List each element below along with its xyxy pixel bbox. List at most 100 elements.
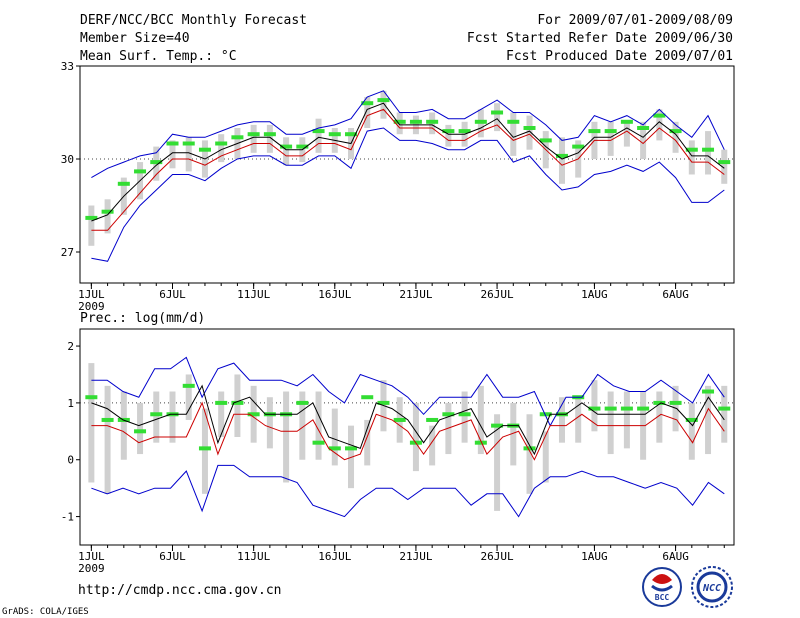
- temperature-member-marker: [604, 129, 617, 134]
- temperature-x-tick-label: 1AUG: [581, 288, 608, 301]
- temperature-member-marker: [150, 160, 163, 165]
- precipitation-member-marker: [312, 440, 325, 445]
- temperature-spread-bar: [558, 137, 565, 184]
- temperature-spread-bar: [88, 205, 95, 246]
- precipitation-member-marker: [328, 446, 341, 451]
- precipitation-spread-bar: [120, 391, 127, 460]
- temperature-spread-bar: [169, 140, 176, 169]
- temperature-member-marker: [442, 129, 455, 134]
- temperature-member-marker: [669, 129, 682, 134]
- temperature-member-marker: [572, 144, 585, 149]
- precipitation-spread-bar: [607, 391, 614, 455]
- precipitation-spread-bar: [331, 408, 338, 466]
- temperature-member-marker: [231, 135, 244, 140]
- precipitation-spread-bar: [218, 391, 225, 437]
- precipitation-frame: [79, 328, 735, 546]
- forecast-period: For 2009/07/01-2009/08/09: [537, 13, 733, 28]
- temperature-member-marker: [653, 113, 666, 118]
- precipitation-member-marker: [215, 400, 228, 405]
- precipitation-member-marker: [588, 406, 601, 411]
- temperature-x-tick-label: 11JUL: [237, 288, 270, 301]
- temperature-ensemble-max-line: [91, 90, 725, 179]
- precipitation-x-tick-label: 1JUL: [78, 550, 105, 563]
- ncc-logo-text: NCC: [702, 583, 721, 594]
- temperature-member-marker: [377, 98, 390, 103]
- temperature-x-tick-label: 1JUL: [78, 288, 105, 301]
- precipitation-member-marker: [182, 383, 195, 388]
- temperature-member-marker: [539, 138, 552, 143]
- temperature-member-marker: [117, 181, 130, 186]
- precipitation-member-marker: [702, 389, 715, 394]
- precipitation-spread-bar: [461, 391, 468, 443]
- member-size: Member Size=40: [80, 31, 190, 46]
- precipitation-member-marker: [85, 395, 98, 400]
- precipitation-spread-bar: [266, 397, 273, 449]
- temperature-spread-bar: [607, 121, 614, 156]
- precipitation-spread-bar: [169, 391, 176, 443]
- precipitation-member-marker: [718, 406, 731, 411]
- temperature-ensemble-min-line: [91, 127, 725, 262]
- temperature-ensemble-mean-line: [91, 102, 725, 222]
- precipitation-member-marker: [377, 400, 390, 405]
- precipitation-ensemble-mean-line: [91, 384, 725, 456]
- precipitation-spread-bar: [185, 374, 192, 420]
- precipitation-member-marker: [523, 446, 536, 451]
- precipitation-spread-bar: [137, 402, 144, 455]
- temperature-x-year-label: 2009: [78, 300, 105, 313]
- precipitation-member-marker: [296, 400, 309, 405]
- precipitation-spread-bar: [283, 391, 290, 483]
- temperature-member-marker: [555, 153, 568, 158]
- temperature-member-marker: [588, 129, 601, 134]
- temperature-member-marker: [393, 119, 406, 124]
- temperature-spread-bar: [104, 199, 111, 234]
- temperature-member-marker: [85, 215, 98, 220]
- website-url[interactable]: http://cmdp.ncc.cma.gov.cn: [78, 583, 282, 598]
- temperature-member-marker: [166, 141, 179, 146]
- temperature-member-marker: [247, 132, 260, 137]
- temperature-member-marker: [134, 169, 147, 174]
- precipitation-spread-bar: [494, 414, 501, 511]
- temperature-spread-bar: [526, 115, 533, 150]
- temperature-spread-bar: [266, 124, 273, 153]
- precipitation-member-marker: [361, 395, 374, 400]
- temperature-member-marker: [718, 160, 731, 165]
- precipitation-x-tick-label: 16JUL: [318, 550, 351, 563]
- precipitation-member-marker: [669, 400, 682, 405]
- precipitation-member-marker: [247, 412, 260, 417]
- precipitation-member-marker: [442, 412, 455, 417]
- precipitation-member-marker: [637, 406, 650, 411]
- precipitation-member-marker: [539, 412, 552, 417]
- precipitation-ensemble-median-line: [91, 401, 725, 461]
- temperature-member-marker: [620, 119, 633, 124]
- temperature-member-marker: [296, 144, 309, 149]
- temperature-member-marker: [215, 141, 228, 146]
- temperature-member-marker: [702, 147, 715, 152]
- temperature-spread-bar: [364, 97, 371, 128]
- temperature-member-marker: [328, 132, 341, 137]
- temperature-spread-bar: [640, 121, 647, 159]
- temperature-member-marker: [491, 110, 504, 115]
- bcc-logo-text: BCC: [655, 593, 670, 602]
- precipitation-member-marker: [231, 400, 244, 405]
- temperature-spread-bar: [185, 137, 192, 172]
- temperature-member-marker: [507, 119, 520, 124]
- precipitation-spread-bar: [721, 385, 728, 443]
- temperature-spread-bar: [705, 131, 712, 175]
- precipitation-spread-bar: [201, 408, 208, 494]
- precipitation-spread-bar: [412, 402, 419, 472]
- temperature-x-tick-label: 6AUG: [662, 288, 689, 301]
- temperature-spread-bar: [721, 149, 728, 184]
- precipitation-y-tick-label: 1: [67, 397, 74, 410]
- temperature-member-marker: [685, 147, 698, 152]
- precipitation-ensemble-max-line: [91, 356, 725, 427]
- precipitation-y-tick-label: -1: [61, 511, 74, 524]
- temperature-member-marker: [637, 126, 650, 130]
- precipitation-spread-bar: [575, 397, 582, 443]
- temperature-spread-bar: [688, 140, 695, 175]
- ncc-logo: NCC: [691, 566, 733, 608]
- temperature-member-marker: [361, 101, 374, 106]
- temperature-y-tick-label: 30: [61, 153, 74, 166]
